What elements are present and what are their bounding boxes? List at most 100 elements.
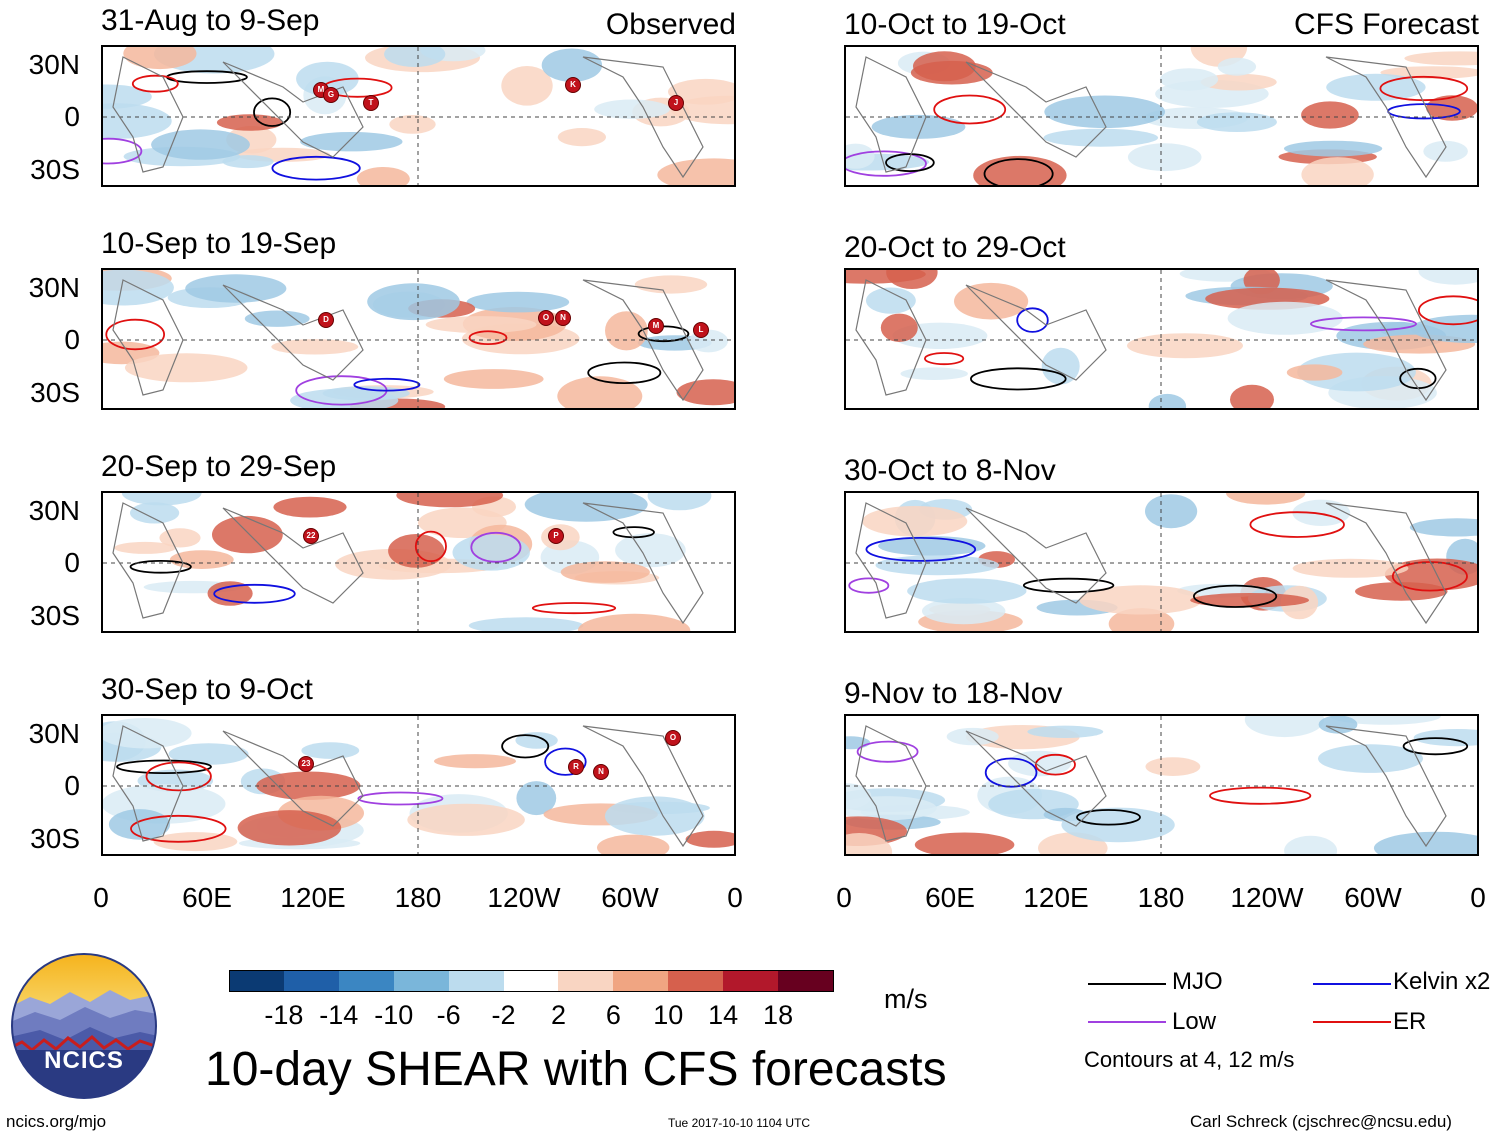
lat-label-30n-3: 30N [28,495,80,526]
shear-field [103,493,734,631]
lon-label-left-60e: 60E [182,882,232,913]
shear-field [846,716,1477,854]
colorbar-cell [393,970,450,992]
ncics-logo-text: NCICS [44,1047,124,1074]
colorbar-cell [613,970,670,992]
shear-field [846,47,1477,185]
storm-marker: R [568,759,584,775]
colorbar-tick-label: -2 [491,1000,516,1030]
footer-url: ncics.org/mjo [6,1112,107,1131]
colorbar-cell [503,970,560,992]
lon-label-left-0: 0 [93,882,109,913]
storm-marker: O [538,310,554,326]
footer-timestamp: Tue 2017-10-10 1104 UTC [668,1116,811,1130]
storm-marker: D [318,312,334,328]
forecast-panel-2-title: 20-Oct to 29-Oct [844,231,1066,264]
colorbar-tick-label: 14 [708,1000,739,1030]
lat-label-30n-4: 30N [28,718,80,749]
storm-marker: O [665,730,681,746]
observed-panel-4-title: 30-Sep to 9-Oct [101,673,313,706]
lat-label-30s-1: 30S [30,154,80,185]
lon-label-right-60e: 60E [925,882,975,913]
observed-header: Observed [605,8,736,41]
lat-label-eq-2: 0 [64,324,80,355]
forecast-header: CFS Forecast [1293,8,1479,41]
lat-label-30n-1: 30N [28,49,80,80]
shear-field [103,716,734,854]
lon-label-left-0-end: 0 [727,882,743,913]
legend-kelvin-line [1313,983,1391,985]
legend-low-line [1088,1021,1166,1023]
observed-panel-3-title: 20-Sep to 29-Sep [101,450,337,483]
observed-panel-3: 22 P [101,491,736,633]
lat-label-30s-2: 30S [30,377,80,408]
storm-marker: G [323,87,339,103]
legend-kelvin-label: Kelvin x2 [1393,968,1491,995]
lon-label-right-0: 0 [836,882,852,913]
lat-label-30n-2: 30N [28,272,80,303]
storm-marker: N [593,764,609,780]
forecast-panel-3-title: 30-Oct to 8-Nov [844,454,1056,487]
lon-label-right-180: 180 [1137,882,1185,913]
colorbar-cell [558,970,615,992]
lat-label-eq-3: 0 [64,547,80,578]
colorbar-cell [668,970,725,992]
storm-marker: K [565,77,581,93]
shear-field [103,270,734,408]
forecast-panel-4 [844,714,1479,856]
lon-label-right-120e: 120E [1023,882,1089,913]
colorbar-cell [778,970,834,992]
storm-marker: J [668,95,684,111]
storm-marker: P [548,528,564,544]
colorbar-tick-label: -6 [436,1000,461,1030]
legend-mjo-line [1088,983,1166,985]
footer-author: Carl Schreck (cjschrec@ncsu.edu) [1190,1112,1452,1131]
colorbar-cell [448,970,505,992]
colorbar-cell [338,970,395,992]
storm-marker: 23 [298,756,314,772]
observed-panel-1-title: 31-Aug to 9-Sep [101,4,320,37]
colorbar-tick-label: 2 [550,1000,566,1030]
colorbar-unit: m/s [884,984,928,1014]
colorbar-tick-label: -10 [374,1000,414,1030]
storm-marker: 22 [303,528,319,544]
ncics-logo: NCICS [10,952,158,1100]
lon-label-left-120w: 120W [487,882,561,913]
forecast-panel-1 [844,45,1479,187]
forecast-panel-4-title: 9-Nov to 18-Nov [844,677,1063,710]
lon-label-left-180: 180 [394,882,442,913]
observed-panel-4: 23 R N O [101,714,736,856]
colorbar-tick-label: 10 [653,1000,684,1030]
lon-label-right-0-end: 0 [1470,882,1486,913]
lon-label-left-120e: 120E [280,882,346,913]
lat-label-eq-1: 0 [64,101,80,132]
forecast-panel-3 [844,491,1479,633]
figure-title: 10-day SHEAR with CFS forecasts [205,1043,947,1096]
lat-label-eq-4: 0 [64,770,80,801]
observed-panel-2-title: 10-Sep to 19-Sep [101,227,337,260]
storm-marker: N [555,310,571,326]
lat-label-30s-3: 30S [30,600,80,631]
lon-label-right-60w: 60W [1344,882,1402,913]
colorbar-tick-label: 18 [763,1000,794,1030]
colorbar-cell [283,970,340,992]
lon-label-right-120w: 120W [1230,882,1304,913]
legend-low-label: Low [1172,1008,1217,1035]
forecast-panel-1-title: 10-Oct to 19-Oct [844,8,1066,41]
legend-er-label: ER [1393,1008,1427,1035]
forecast-panel-2 [844,268,1479,410]
storm-marker: T [363,95,379,111]
colorbar-tick-label: 6 [605,1000,621,1030]
shear-field [846,493,1477,631]
legend-mjo-label: MJO [1172,968,1223,995]
legend-contour-note: Contours at 4, 12 m/s [1084,1047,1295,1072]
storm-marker: L [693,322,709,338]
lon-label-left-60w: 60W [601,882,659,913]
shear-field [103,47,734,185]
colorbar-cell [723,970,780,992]
lat-label-30s-4: 30S [30,823,80,854]
colorbar-tick-label: -14 [319,1000,359,1030]
colorbar-cell [229,970,285,992]
